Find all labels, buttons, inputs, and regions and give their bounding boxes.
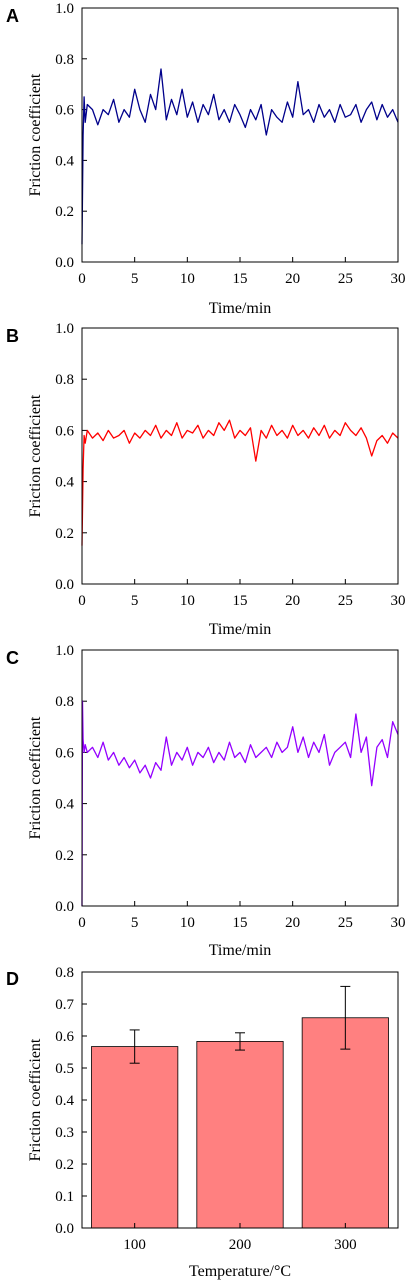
y-tick-label: 0.0: [55, 255, 74, 271]
y-tick-label: 0.7: [55, 997, 74, 1013]
y-tick-label: 0.6: [55, 1029, 74, 1045]
y-tick-label: 1.0: [55, 643, 74, 659]
panel-d-bar-chart: D 0.0 0.1 0.2 0.3 0.4 0.5 0.6 0.7 0.8 Friction coe…: [6, 965, 399, 1280]
x-tick-label: 15: [233, 593, 248, 609]
x-tick-label: 300: [334, 1237, 357, 1253]
y-axis-label: Friction coefficient: [27, 394, 44, 517]
y-tick-label: 0.4: [55, 475, 74, 491]
y-tick-label: 0.2: [55, 526, 74, 542]
friction-series-line-a: [81, 68, 399, 245]
y-tick-label: 0.8: [55, 372, 74, 388]
x-tick-label: 0: [78, 593, 86, 609]
y-tick-label: 0.5: [55, 1061, 74, 1077]
friction-series-line-b: [81, 419, 399, 546]
x-tick-label: 30: [391, 915, 406, 931]
x-tick-label: 5: [131, 271, 139, 287]
y-tick-label: 0.6: [55, 745, 74, 761]
x-tick-label: 15: [233, 271, 248, 287]
x-tick-label: 25: [338, 271, 353, 287]
panel-b-line-chart: B 0.0 0.2 0.4 0.6 0.8 1.0 Friction coefficient 0…: [6, 321, 406, 638]
x-tick-label: 20: [285, 915, 300, 931]
y-tick-label: 0.1: [55, 1189, 74, 1205]
y-tick-label: 0.6: [55, 423, 74, 439]
x-tick-label: 5: [131, 593, 139, 609]
y-tick-label: 0.0: [55, 577, 74, 593]
panel-label-d: D: [6, 969, 19, 989]
y-tick-label: 0.4: [55, 797, 74, 813]
x-tick-label: 20: [285, 271, 300, 287]
x-tick-label: 200: [229, 1237, 252, 1253]
plot-frame: [81, 327, 399, 585]
x-tick-label: 10: [180, 271, 195, 287]
y-tick-label: 0.2: [55, 204, 74, 220]
x-axis-label: Time/min: [209, 942, 272, 959]
y-tick-label: 0.8: [55, 965, 74, 981]
panel-label-a: A: [6, 6, 19, 26]
y-tick-label: 0.2: [55, 1157, 74, 1173]
plot-frame: [81, 7, 399, 263]
x-tick-label: 100: [123, 1237, 146, 1253]
x-tick-label: 20: [285, 593, 300, 609]
panel-label-b: B: [6, 326, 19, 346]
y-tick-label: 0.0: [55, 1221, 74, 1237]
y-tick-label: 0.4: [55, 1093, 74, 1109]
y-axis-label: Friction coefficient: [27, 716, 44, 839]
x-tick-label: 0: [78, 915, 86, 931]
x-axis-label: Temperature/°C: [189, 1263, 291, 1280]
panel-label-c: C: [6, 648, 19, 668]
x-tick-label: 10: [180, 593, 195, 609]
y-tick-label: 0.8: [55, 52, 74, 68]
plot-frame: [81, 649, 399, 907]
x-tick-label: 0: [78, 271, 86, 287]
x-tick-label: 25: [338, 915, 353, 931]
x-tick-label: 5: [131, 915, 139, 931]
x-axis-label: Time/min: [209, 300, 272, 317]
x-tick-label: 25: [338, 593, 353, 609]
y-tick-label: 0.3: [55, 1125, 74, 1141]
y-tick-label: 0.0: [55, 899, 74, 915]
y-tick-label: 0.8: [55, 694, 74, 710]
y-tick-label: 1.0: [55, 1, 74, 17]
x-tick-label: 30: [391, 593, 406, 609]
x-tick-label: 10: [180, 915, 195, 931]
y-axis-label: Friction coefficient: [27, 1038, 44, 1161]
y-axis-label: Friction coefficient: [27, 73, 44, 196]
panel-a-line-chart: A 0.0 0.2 0.4 0.6 0.8 1.0 Friction coefficient 0…: [6, 1, 406, 317]
panel-c-line-chart: C 0.0 0.2 0.4 0.6 0.8 1.0 Friction coefficient 0…: [6, 643, 406, 959]
bar-100: [91, 1046, 179, 1229]
y-tick-label: 0.2: [55, 848, 74, 864]
friction-series-line-c: [81, 700, 399, 907]
y-tick-label: 0.4: [55, 153, 74, 169]
x-axis-label: Time/min: [209, 621, 272, 638]
x-tick-label: 15: [233, 915, 248, 931]
plot-frame: [81, 971, 399, 1229]
y-tick-label: 1.0: [55, 321, 74, 337]
bar-200: [196, 1041, 284, 1229]
y-tick-label: 0.6: [55, 103, 74, 119]
x-tick-label: 30: [391, 271, 406, 287]
